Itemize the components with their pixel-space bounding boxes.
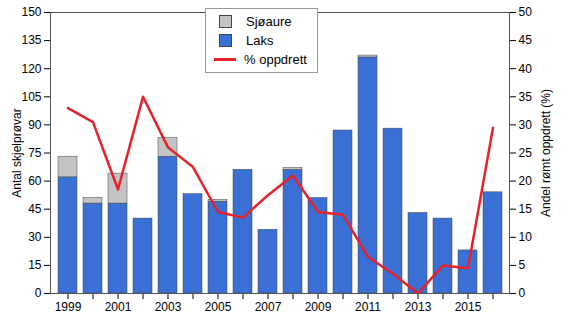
svg-text:75: 75 xyxy=(28,146,42,160)
html-text:Laks: Laks xyxy=(246,33,274,48)
svg-text:15: 15 xyxy=(28,258,42,272)
svg-text:30: 30 xyxy=(519,118,533,132)
svg-text:135: 135 xyxy=(21,33,41,47)
html-text:Sjøaure: Sjøaure xyxy=(246,14,292,29)
svg-text:2013: 2013 xyxy=(405,300,432,314)
svg-text:10: 10 xyxy=(519,230,533,244)
svg-text:25: 25 xyxy=(519,146,533,160)
svg-text:2001: 2001 xyxy=(105,300,132,314)
svg-text:35: 35 xyxy=(519,90,533,104)
svg-text:120: 120 xyxy=(21,62,41,76)
svg-text:2009: 2009 xyxy=(305,300,332,314)
svg-text:30: 30 xyxy=(28,230,42,244)
svg-text:20: 20 xyxy=(519,174,533,188)
html-text:% oppdrett: % oppdrett xyxy=(244,52,307,67)
svg-text:90: 90 xyxy=(28,118,42,132)
svg-text:60: 60 xyxy=(28,174,42,188)
svg-text:150: 150 xyxy=(21,5,41,19)
svg-text:15: 15 xyxy=(519,202,533,216)
svg-text:5: 5 xyxy=(519,258,526,272)
svg-text:2003: 2003 xyxy=(155,300,182,314)
svg-text:45: 45 xyxy=(519,33,533,47)
svg-text:0: 0 xyxy=(519,286,526,300)
svg-text:40: 40 xyxy=(519,62,533,76)
svg-text:2005: 2005 xyxy=(205,300,232,314)
svg-text:1999: 1999 xyxy=(55,300,82,314)
svg-text:2011: 2011 xyxy=(355,300,381,314)
svg-text:Andel rømt oppdrett (%): Andel rømt oppdrett (%) xyxy=(539,89,553,217)
svg-text:2007: 2007 xyxy=(255,300,282,314)
svg-text:105: 105 xyxy=(21,90,41,104)
svg-text:50: 50 xyxy=(519,5,533,19)
svg-text:2015: 2015 xyxy=(455,300,482,314)
svg-text:45: 45 xyxy=(28,202,42,216)
svg-text:Antal skjelprøvar: Antal skjelprøvar xyxy=(10,108,24,197)
svg-text:0: 0 xyxy=(35,286,42,300)
